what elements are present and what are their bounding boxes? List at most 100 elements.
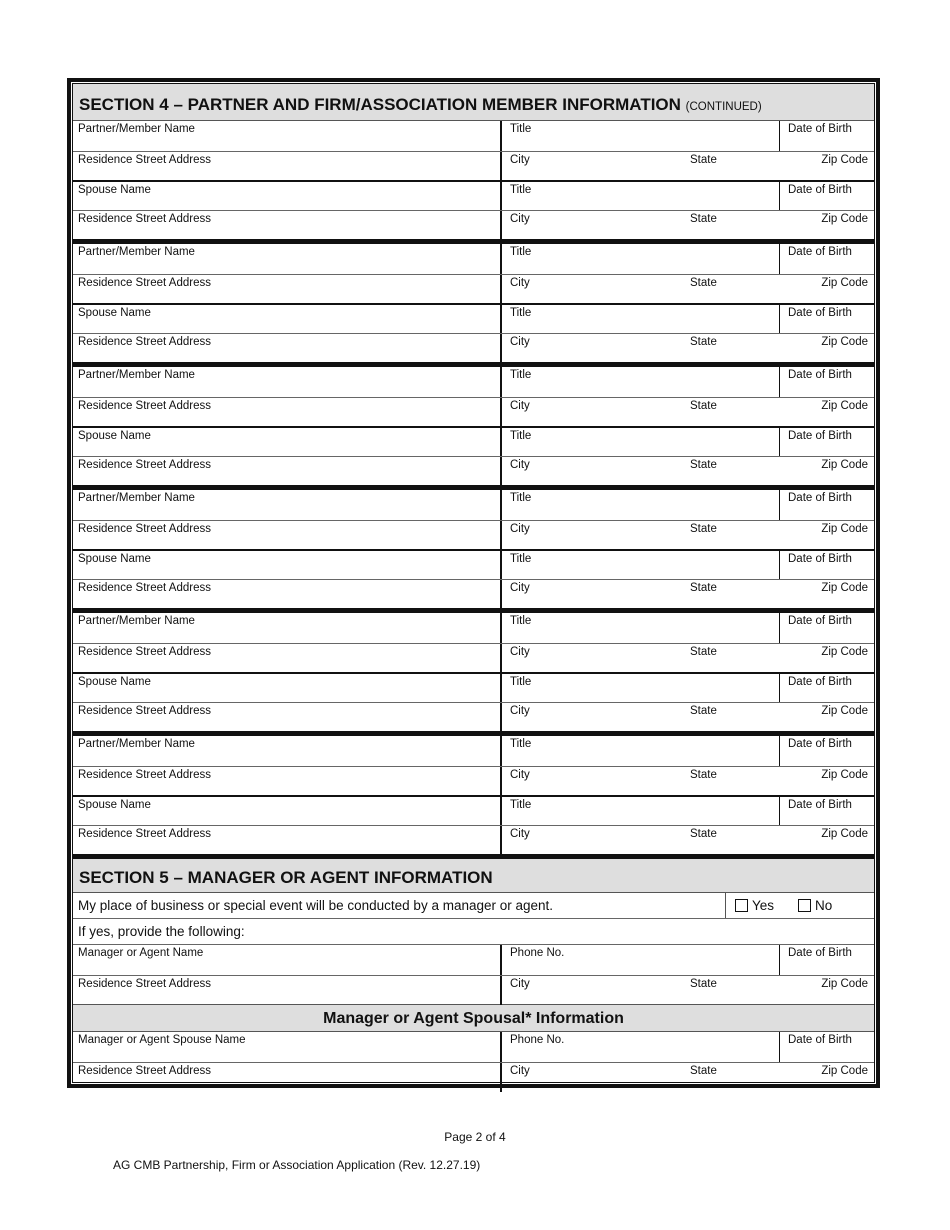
if-yes-row: If yes, provide the following: bbox=[73, 919, 874, 945]
partner-name-label: Partner/Member Name bbox=[78, 123, 195, 135]
state-label: State bbox=[690, 827, 717, 840]
city-label: City bbox=[510, 335, 530, 348]
city-label: City bbox=[510, 458, 530, 471]
manager-question-row: My place of business or special event wi… bbox=[73, 893, 874, 919]
manager-name-row[interactable]: Manager or Agent Name Phone No. Date of … bbox=[73, 945, 874, 976]
manager-name-label: Manager or Agent Name bbox=[78, 947, 204, 959]
state-label: State bbox=[690, 645, 717, 658]
city-label: City bbox=[510, 977, 530, 990]
state-label: State bbox=[690, 276, 717, 289]
zip-label: Zip Code bbox=[821, 522, 868, 535]
manager-spouse-address-row[interactable]: Residence Street Address City State Zip … bbox=[73, 1061, 874, 1092]
state-label: State bbox=[690, 977, 717, 990]
address-label: Residence Street Address bbox=[78, 522, 211, 535]
address-label: Residence Street Address bbox=[78, 977, 211, 990]
state-label: State bbox=[690, 768, 717, 781]
spouse-address-row[interactable]: Residence Street Address City State Zip … bbox=[73, 209, 874, 240]
state-label: State bbox=[690, 335, 717, 348]
section4-header: SECTION 4 – PARTNER AND FIRM/ASSOCIATION… bbox=[73, 84, 874, 121]
partner-name-row[interactable]: Partner/Member Name Title Date of Birth bbox=[73, 736, 874, 767]
spouse-name-row[interactable]: Spouse Name Title Date of Birth bbox=[73, 795, 874, 826]
address-label: Residence Street Address bbox=[78, 827, 211, 840]
partner-name-row[interactable]: Partner/Member Name Title Date of Birth bbox=[73, 613, 874, 644]
phone-label: Phone No. bbox=[510, 947, 565, 959]
state-label: State bbox=[690, 212, 717, 225]
address-label: Residence Street Address bbox=[78, 276, 211, 289]
dob-label: Date of Birth bbox=[788, 369, 852, 381]
zip-label: Zip Code bbox=[821, 458, 868, 471]
partner-name-row[interactable]: Partner/Member Name Title Date of Birth bbox=[73, 244, 874, 275]
dob-label: Date of Birth bbox=[788, 123, 852, 135]
partner-address-row[interactable]: Residence Street Address City State Zip … bbox=[73, 150, 874, 181]
manager-spouse-name-row[interactable]: Manager or Agent Spouse Name Phone No. D… bbox=[73, 1032, 874, 1063]
partner-block: Partner/Member Name Title Date of Birth … bbox=[73, 613, 874, 736]
dob-label: Date of Birth bbox=[788, 947, 852, 959]
spouse-address-row[interactable]: Residence Street Address City State Zip … bbox=[73, 455, 874, 486]
partner-address-row[interactable]: Residence Street Address City State Zip … bbox=[73, 519, 874, 550]
dob-label: Date of Birth bbox=[788, 307, 852, 319]
spouse-address-row[interactable]: Residence Street Address City State Zip … bbox=[73, 701, 874, 732]
partner-address-row[interactable]: Residence Street Address City State Zip … bbox=[73, 765, 874, 796]
zip-label: Zip Code bbox=[821, 1064, 868, 1077]
address-label: Residence Street Address bbox=[78, 581, 211, 594]
spouse-address-row[interactable]: Residence Street Address City State Zip … bbox=[73, 332, 874, 363]
partner-name-row[interactable]: Partner/Member Name Title Date of Birth bbox=[73, 490, 874, 521]
partner-name-label: Partner/Member Name bbox=[78, 246, 195, 258]
address-label: Residence Street Address bbox=[78, 1064, 211, 1077]
title-label: Title bbox=[510, 369, 532, 381]
dob-label: Date of Birth bbox=[788, 676, 852, 688]
address-label: Residence Street Address bbox=[78, 704, 211, 717]
dob-label: Date of Birth bbox=[788, 246, 852, 258]
section4-title: SECTION 4 – PARTNER AND FIRM/ASSOCIATION… bbox=[79, 95, 681, 114]
spouse-name-label: Spouse Name bbox=[78, 307, 151, 319]
title-label: Title bbox=[510, 184, 532, 196]
dob-label: Date of Birth bbox=[788, 1034, 852, 1046]
city-label: City bbox=[510, 522, 530, 535]
partner-name-label: Partner/Member Name bbox=[78, 615, 195, 627]
zip-label: Zip Code bbox=[821, 212, 868, 225]
spouse-address-row[interactable]: Residence Street Address City State Zip … bbox=[73, 578, 874, 609]
zip-label: Zip Code bbox=[821, 581, 868, 594]
section4-blocks: Partner/Member Name Title Date of Birth … bbox=[73, 121, 874, 859]
spouse-name-label: Spouse Name bbox=[78, 184, 151, 196]
spouse-name-row[interactable]: Spouse Name Title Date of Birth bbox=[73, 426, 874, 457]
partner-address-row[interactable]: Residence Street Address City State Zip … bbox=[73, 396, 874, 427]
address-label: Residence Street Address bbox=[78, 768, 211, 781]
spouse-name-label: Spouse Name bbox=[78, 676, 151, 688]
manager-address-row[interactable]: Residence Street Address City State Zip … bbox=[73, 974, 874, 1005]
spouse-name-label: Spouse Name bbox=[78, 799, 151, 811]
partner-name-row[interactable]: Partner/Member Name Title Date of Birth bbox=[73, 367, 874, 398]
zip-label: Zip Code bbox=[821, 827, 868, 840]
address-label: Residence Street Address bbox=[78, 153, 211, 166]
title-label: Title bbox=[510, 492, 532, 504]
address-label: Residence Street Address bbox=[78, 645, 211, 658]
spouse-name-row[interactable]: Spouse Name Title Date of Birth bbox=[73, 303, 874, 334]
no-checkbox[interactable] bbox=[798, 899, 811, 912]
title-label: Title bbox=[510, 123, 532, 135]
spouse-name-row[interactable]: Spouse Name Title Date of Birth bbox=[73, 180, 874, 211]
spouse-name-row[interactable]: Spouse Name Title Date of Birth bbox=[73, 672, 874, 703]
section5-header: SECTION 5 – MANAGER OR AGENT INFORMATION bbox=[73, 859, 874, 893]
dob-label: Date of Birth bbox=[788, 799, 852, 811]
spouse-address-row[interactable]: Residence Street Address City State Zip … bbox=[73, 824, 874, 855]
zip-label: Zip Code bbox=[821, 335, 868, 348]
state-label: State bbox=[690, 1064, 717, 1077]
address-label: Residence Street Address bbox=[78, 335, 211, 348]
city-label: City bbox=[510, 827, 530, 840]
partner-block: Partner/Member Name Title Date of Birth … bbox=[73, 244, 874, 367]
dob-label: Date of Birth bbox=[788, 184, 852, 196]
spouse-name-row[interactable]: Spouse Name Title Date of Birth bbox=[73, 549, 874, 580]
yes-checkbox[interactable] bbox=[735, 899, 748, 912]
partner-address-row[interactable]: Residence Street Address City State Zip … bbox=[73, 642, 874, 673]
title-label: Title bbox=[510, 615, 532, 627]
dob-label: Date of Birth bbox=[788, 615, 852, 627]
state-label: State bbox=[690, 581, 717, 594]
zip-label: Zip Code bbox=[821, 645, 868, 658]
partner-name-row[interactable]: Partner/Member Name Title Date of Birth bbox=[73, 121, 874, 152]
title-label: Title bbox=[510, 676, 532, 688]
city-label: City bbox=[510, 1064, 530, 1077]
dob-label: Date of Birth bbox=[788, 492, 852, 504]
partner-address-row[interactable]: Residence Street Address City State Zip … bbox=[73, 273, 874, 304]
title-label: Title bbox=[510, 738, 532, 750]
manager-question: My place of business or special event wi… bbox=[78, 898, 554, 913]
